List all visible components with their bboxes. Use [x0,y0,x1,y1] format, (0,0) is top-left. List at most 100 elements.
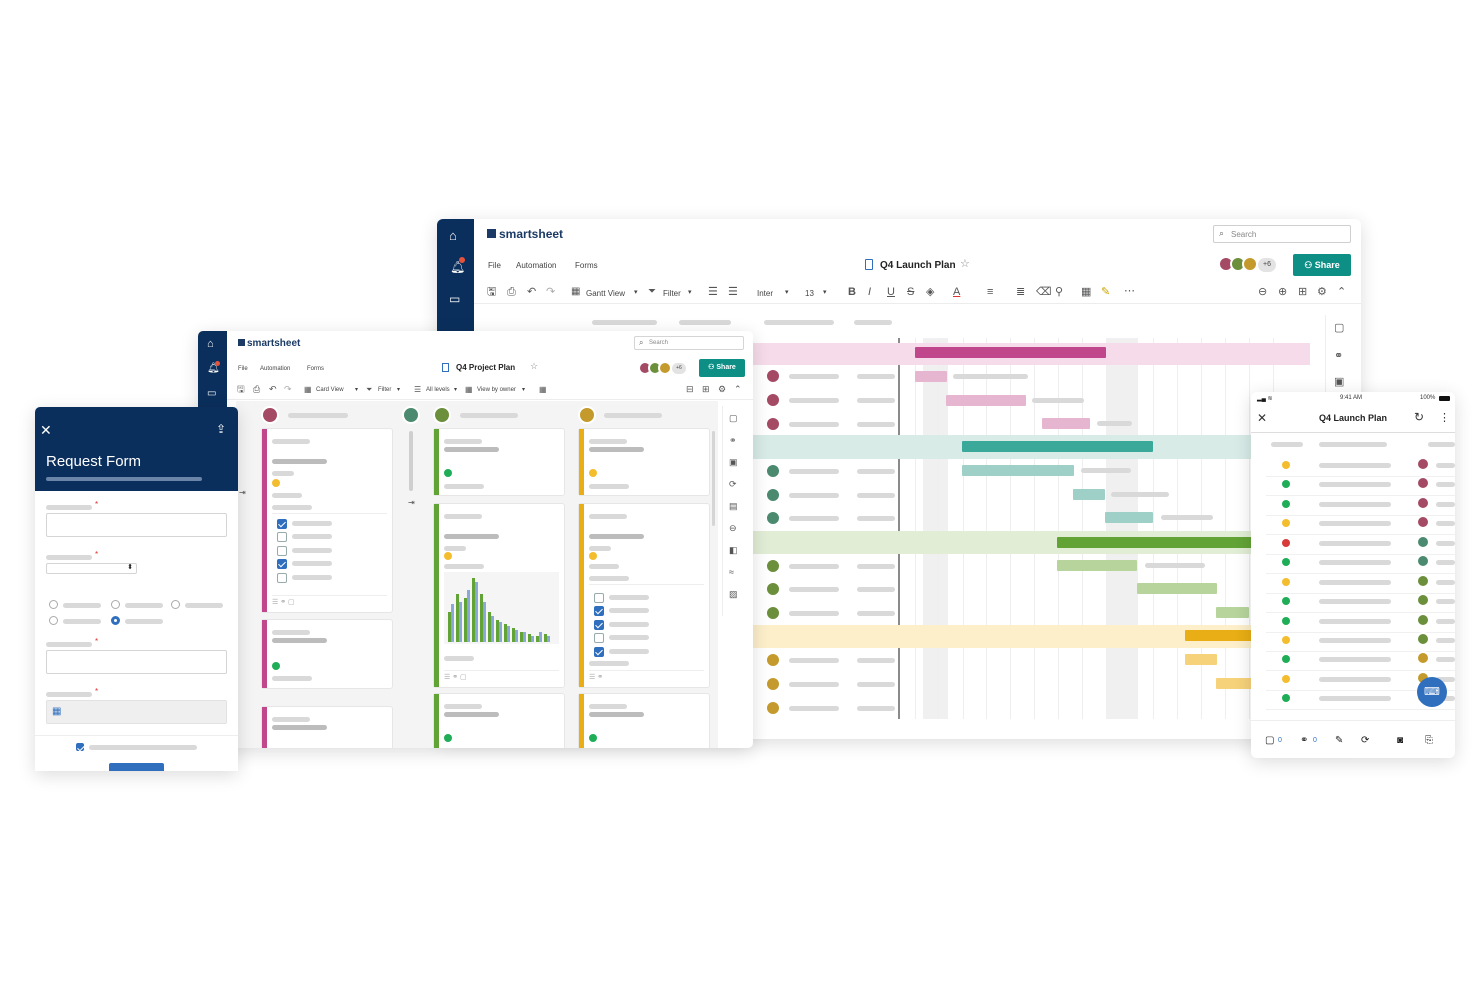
close-icon[interactable]: ✕ [1257,411,1268,425]
board-search[interactable]: ⌕ Search [634,336,744,350]
mobile-row[interactable] [1266,512,1455,535]
comment-icon[interactable]: ▢ [1334,322,1345,334]
save-icon[interactable]: 🖫︎ [237,384,245,394]
avatar-more[interactable]: +6 [672,363,686,374]
radio-button[interactable] [49,616,58,625]
mobile-row[interactable] [1266,590,1455,613]
wrap-icon[interactable]: ≣ [1016,286,1026,298]
zoom-in-icon[interactable]: ⊕ [1278,286,1288,298]
consent-checkbox[interactable] [76,743,84,751]
checkbox[interactable] [277,519,287,529]
main-search[interactable]: ⌕ Search [1213,225,1351,243]
table-icon[interactable]: ▦ [1081,286,1092,298]
share-row-icon[interactable]: ⎘ [1425,735,1433,746]
settings-icon[interactable]: ⚙ [718,384,727,394]
lane-scrollbar[interactable] [409,431,413,491]
home-icon[interactable]: ⌂ [207,338,214,350]
menu-automation[interactable]: Automation [260,366,291,372]
menu-file[interactable]: File [238,366,248,372]
italic-icon[interactable]: I [868,286,872,298]
mobile-row[interactable] [1266,473,1455,496]
redo-icon[interactable]: ↷ [546,286,556,298]
card[interactable] [578,428,710,496]
gantt-bar-summary[interactable] [962,441,1153,452]
card[interactable]: ☰ ⚭ ▢ [433,503,565,688]
mobile-row[interactable] [1266,648,1455,671]
share-button[interactable]: ⚇ Share [699,359,745,377]
checkbox[interactable] [594,593,604,603]
gantt-bar[interactable] [1057,560,1137,571]
undo-icon[interactable]: ↶ [269,384,277,394]
checkbox[interactable] [594,633,604,643]
fill-color-icon[interactable]: ◈ [926,286,935,298]
star-icon[interactable]: ☆ [960,258,970,270]
share-button[interactable]: ⚇ Share [1293,254,1351,276]
underline-icon[interactable]: U [887,286,895,298]
filter-button[interactable]: Filter [663,289,681,298]
text-field[interactable] [46,650,227,674]
view-by-select[interactable]: View by owner [477,387,516,393]
gantt-bar[interactable] [1105,512,1153,523]
share-out-icon[interactable]: ⇪ [216,422,227,436]
expand-lane-icon[interactable]: ⇥ [408,498,415,507]
link-icon[interactable]: ⚭ [1334,350,1344,362]
indent-icon[interactable]: ☰ [728,286,738,298]
home-icon[interactable]: ⌂ [449,228,457,243]
proof-icon[interactable]: ▣ [729,457,738,467]
refresh-icon[interactable]: ↻ [1414,410,1425,424]
edit-icon[interactable]: ✎ [1335,735,1344,746]
view-select[interactable]: Gantt View [586,289,625,298]
card[interactable]: ☰ ⚭ [578,503,710,688]
bell-icon[interactable]: 🔔︎ [207,363,220,374]
mobile-row[interactable] [1266,629,1455,652]
undo-icon[interactable]: ↶ [527,286,537,298]
sheet-title[interactable]: Q4 Launch Plan [880,260,956,271]
close-icon[interactable]: ✕ [40,422,52,438]
keyboard-fab[interactable]: ⌨ [1417,677,1447,707]
comment-icon[interactable]: ▢ [729,413,738,423]
gantt-bar-summary[interactable] [1057,537,1310,548]
update-icon[interactable]: ⟳ [729,479,737,489]
update-request-icon[interactable]: ⟳ [1361,735,1370,746]
gantt-bar[interactable] [1073,489,1105,500]
card[interactable] [433,693,565,748]
settings-icon[interactable]: ⚙ [1317,286,1327,298]
summary-icon[interactable]: ◧ [729,545,738,555]
avatar-more[interactable]: +6 [1258,258,1276,272]
save-icon[interactable]: 🖫︎ [487,286,497,298]
gantt-bar-summary[interactable] [1185,630,1310,641]
print-icon[interactable]: ⎙ [253,384,261,394]
board-scrollbar[interactable] [712,431,715,526]
mobile-row[interactable] [1266,610,1455,633]
text-field[interactable] [46,513,227,537]
checkbox[interactable] [277,546,287,556]
bold-icon[interactable]: B [848,286,856,298]
hierarchy-icon[interactable]: ⊞ [1298,286,1308,298]
sheet-title[interactable]: Q4 Project Plan [456,363,516,372]
gantt-bar[interactable] [1137,583,1217,594]
connections-icon[interactable]: ≈ [729,567,734,577]
menu-file[interactable]: File [488,261,501,270]
dropdown-field[interactable]: ⬍ [46,563,137,574]
radio-button[interactable] [111,600,120,609]
eraser-icon[interactable]: ⌫ [1036,286,1052,298]
levels-select[interactable]: All levels [426,387,450,393]
board-brand[interactable]: smartsheet [238,338,300,349]
mobile-row[interactable] [1266,551,1455,574]
submit-button[interactable] [109,763,164,771]
star-icon[interactable]: ☆ [530,361,539,371]
menu-forms[interactable]: Forms [575,261,598,270]
link-icon[interactable]: ⚭ [729,435,737,445]
print-icon[interactable]: ⎙ [507,286,516,298]
main-brand[interactable]: smartsheet [487,227,563,241]
mobile-row[interactable] [1266,454,1455,477]
more-vertical-icon[interactable]: ⋮ [1439,412,1450,424]
table-icon[interactable]: ▦ [539,385,547,394]
avatar[interactable] [1242,256,1258,272]
avatar[interactable] [658,361,672,375]
collapse-icon[interactable]: ⌃ [1337,286,1347,298]
font-select[interactable]: Inter [757,289,774,298]
gantt-bar[interactable] [946,395,1026,406]
date-field[interactable]: ▦ [46,700,227,724]
align-icon[interactable]: ≡ [987,286,994,298]
